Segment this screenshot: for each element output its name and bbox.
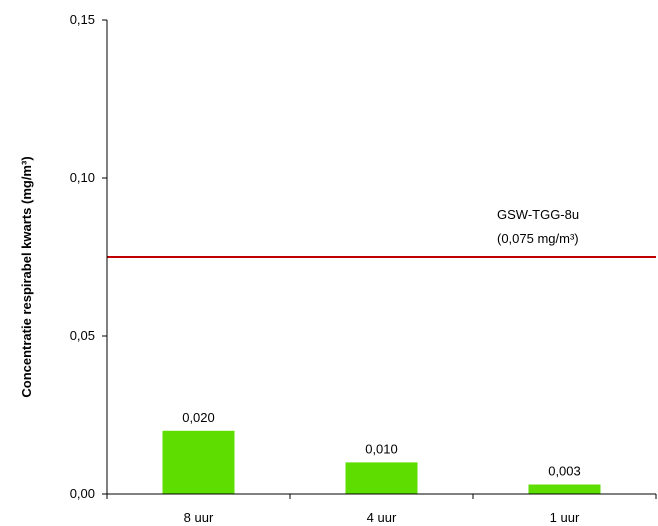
y-axis-ticks: 0,00 0,05 0,10 0,15 <box>70 12 107 501</box>
y-tick-label: 0,05 <box>70 328 95 343</box>
bar-data-label: 0,010 <box>365 441 398 456</box>
bar <box>162 430 235 494</box>
bars: 0,020 0,010 0,003 <box>162 410 601 494</box>
reference-line-label-name: GSW-TGG-8u <box>497 207 579 222</box>
bar <box>528 484 601 494</box>
y-tick-label: 0,15 <box>70 12 95 27</box>
bar-data-label: 0,003 <box>548 464 581 479</box>
x-tick-label: 1 uur <box>550 510 580 525</box>
bar-data-label: 0,020 <box>182 410 215 425</box>
y-axis-label: Concentratie respirabel kwarts (mg/m³) <box>19 156 34 397</box>
y-tick-label: 0,00 <box>70 486 95 501</box>
reference-line-label-value: (0,075 mg/m³) <box>497 231 579 246</box>
x-tick-label: 4 uur <box>367 510 397 525</box>
x-tick-label: 8 uur <box>184 510 214 525</box>
y-tick-label: 0,10 <box>70 170 95 185</box>
x-axis-ticks: 8 uur 4 uur 1 uur <box>106 494 657 525</box>
bar <box>345 462 418 494</box>
